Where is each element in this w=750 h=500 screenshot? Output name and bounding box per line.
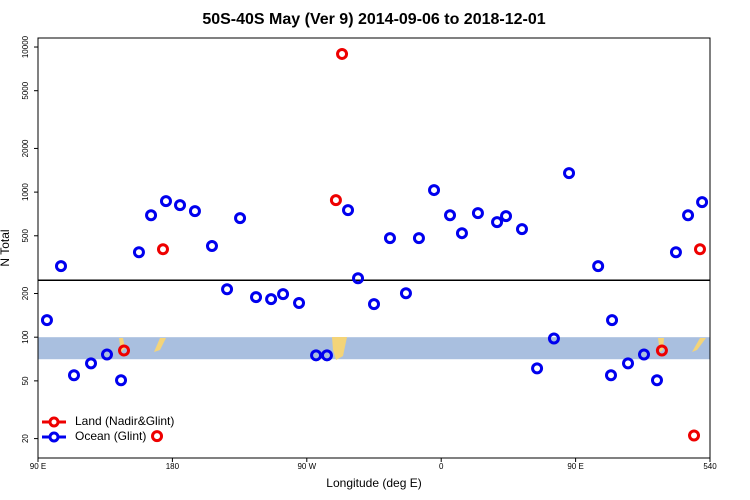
land-shape: [154, 338, 166, 352]
point: [515, 223, 528, 236]
y-tick-label: 5000: [21, 81, 30, 99]
point: [250, 291, 263, 304]
x-tick-label: 0: [439, 462, 444, 471]
y-tick-label: 500: [21, 229, 30, 243]
point: [428, 184, 441, 197]
point: [682, 209, 695, 222]
point: [688, 429, 701, 442]
chart-title: 50S-40S May (Ver 9) 2014-09-06 to 2018-1…: [202, 11, 545, 28]
plot-frame: [37, 37, 711, 459]
point: [100, 348, 113, 361]
plot-area: [38, 279, 710, 360]
point: [547, 332, 560, 345]
x-axis-label: Longitude (deg E): [326, 476, 421, 490]
point: [368, 298, 380, 311]
point: [696, 196, 709, 209]
y-tick-label: 1000: [21, 183, 30, 201]
point: [293, 297, 306, 310]
x-tick-label: 90 E: [567, 462, 583, 471]
point: [221, 283, 234, 296]
point: [205, 240, 218, 253]
point: [622, 357, 635, 370]
y-tick-label: 2000: [21, 139, 30, 157]
y-tick-label: 50: [21, 376, 30, 385]
point: [329, 194, 342, 207]
point: [118, 344, 131, 357]
point: [500, 210, 513, 223]
point: [383, 232, 396, 245]
y-tick-label: 200: [21, 286, 30, 300]
legend-label: Land (Nadir&Glint): [75, 414, 174, 428]
point: [277, 288, 290, 301]
y-tick-label: 20: [21, 434, 30, 443]
point: [174, 199, 187, 212]
point: [156, 243, 169, 256]
point: [132, 246, 145, 259]
x-tick-label: 180: [166, 462, 180, 471]
point: [320, 349, 333, 362]
point: [67, 369, 80, 382]
point: [606, 314, 619, 327]
y-tick-label: 100: [21, 330, 30, 344]
point: [399, 287, 412, 300]
point: [693, 243, 706, 256]
point: [265, 293, 278, 306]
point: [655, 344, 668, 357]
x-tick-label: 540: [703, 462, 717, 471]
point: [352, 272, 365, 285]
legend-marker: [48, 431, 60, 443]
band: [38, 337, 710, 360]
point: [455, 227, 468, 240]
point: [563, 167, 576, 180]
point: [342, 204, 355, 217]
point: [151, 430, 164, 443]
point: [412, 232, 425, 245]
x-tick-label: 90 E: [30, 462, 46, 471]
point: [444, 209, 457, 222]
point: [604, 369, 617, 382]
point: [310, 349, 323, 362]
legend-label: Ocean (Glint): [75, 429, 146, 443]
point: [592, 260, 605, 273]
point: [650, 374, 663, 387]
y-tick-label: 10000: [21, 35, 30, 58]
point: [54, 260, 67, 273]
point: [85, 357, 98, 370]
point: [159, 195, 172, 208]
point: [145, 209, 158, 222]
point: [336, 47, 349, 60]
point: [188, 205, 201, 218]
point: [637, 348, 650, 361]
point: [669, 246, 682, 259]
point: [234, 212, 247, 225]
point: [531, 362, 544, 375]
point: [115, 374, 128, 387]
legend-marker: [48, 416, 60, 428]
x-tick-label: 90 W: [297, 462, 316, 471]
point: [471, 207, 484, 220]
land-shape: [332, 337, 347, 360]
land-shape: [692, 338, 706, 352]
y-axis-label: N Total: [0, 229, 12, 266]
point: [40, 314, 53, 327]
point: [491, 216, 504, 229]
